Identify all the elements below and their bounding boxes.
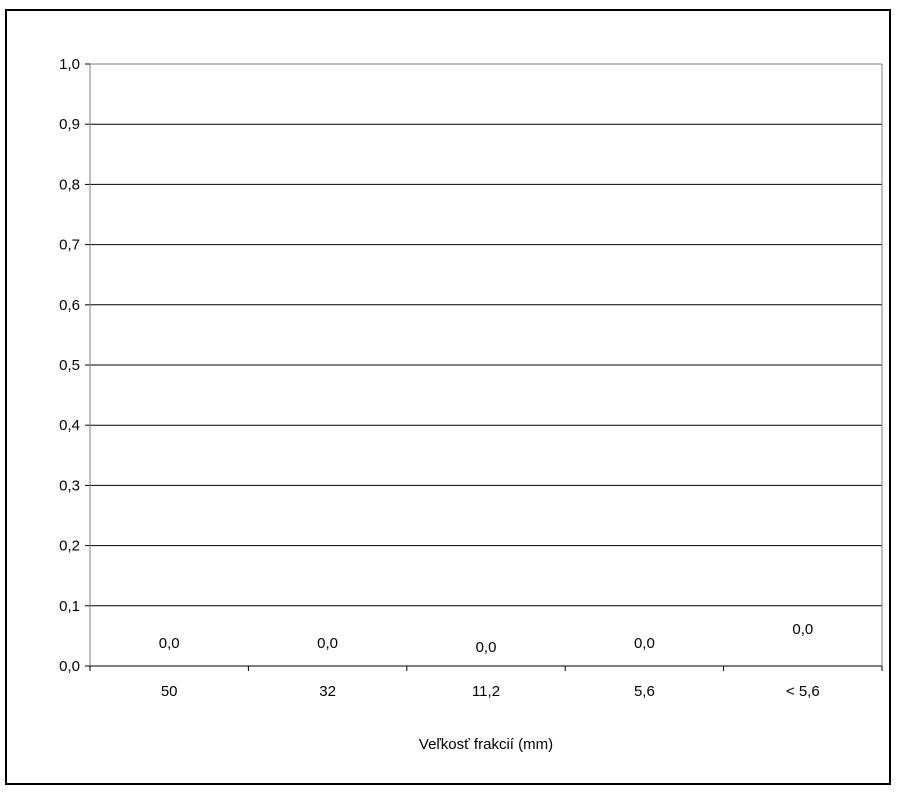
y-tick-label: 0,4 — [59, 417, 80, 434]
x-tick-labels: 50 32 11,2 5,6 < 5,6 — [161, 683, 820, 700]
y-tick-label: 0,2 — [59, 538, 80, 555]
y-tick-label: 0,1 — [59, 598, 80, 615]
y-tick-label: 0,3 — [59, 477, 80, 494]
x-tick-label: 32 — [319, 683, 336, 700]
y-tick-label: 0,9 — [59, 116, 80, 133]
data-labels: 0,0 0,0 0,0 0,0 0,0 — [159, 621, 813, 656]
data-label: 0,0 — [476, 639, 497, 656]
x-tick-label: 50 — [161, 683, 178, 700]
grid-lines — [90, 63, 882, 607]
y-tick-label: 0,6 — [59, 297, 80, 314]
data-label: 0,0 — [317, 635, 338, 652]
x-tick-label: 11,2 — [472, 683, 500, 700]
data-label: 0,0 — [634, 635, 655, 652]
chart-frame — [5, 9, 891, 785]
data-label: 0,0 — [792, 621, 813, 638]
y-tick-label: 0,0 — [59, 658, 80, 675]
y-tick-label: 0,8 — [59, 176, 80, 193]
y-tick-labels: 0,0 0,1 0,2 0,3 0,4 0,5 0,6 0,7 0,8 0,9 1,0 — [59, 56, 80, 675]
y-tick-label: 1,0 — [59, 56, 80, 73]
axes — [85, 63, 883, 671]
x-axis-title: Veľkosť frakcií (mm) — [419, 736, 553, 753]
y-tick-label: 0,7 — [59, 237, 80, 254]
y-tick-label: 0,5 — [59, 357, 80, 374]
x-tick-label: 5,6 — [634, 683, 655, 700]
data-label: 0,0 — [159, 635, 180, 652]
x-tick-label: < 5,6 — [786, 683, 820, 700]
